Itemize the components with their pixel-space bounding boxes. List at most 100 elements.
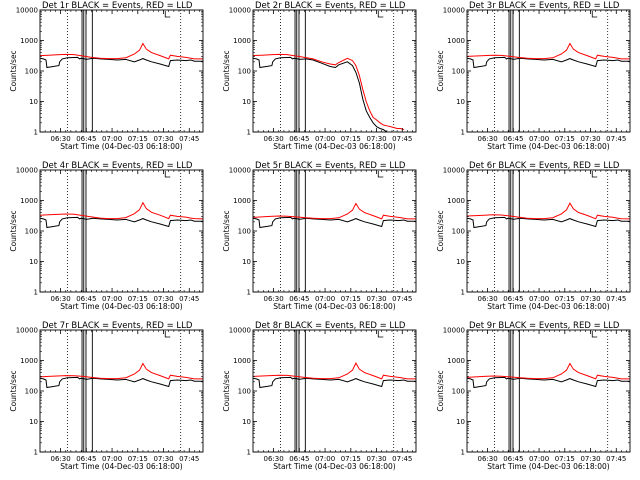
x-axis-label: Start Time (04-Dec-03 06:18:00) [487, 302, 609, 311]
y-tick-label: 10000 [443, 327, 465, 335]
detector-panel-8: Det 8r BLACK = Events, RED = LLD 1 10 100 10… [222, 321, 417, 471]
detector-panel-1: Det 1r BLACK = Events, RED = LLD 1 10 100 10… [9, 1, 204, 151]
panel-title: Det 2r BLACK = Events, RED = LLD [255, 1, 406, 11]
x-tick-label: 07:15 [128, 455, 148, 463]
x-axis-label: Start Time (04-Dec-03 06:18:00) [60, 462, 182, 471]
y-axis-label: Counts/sec [222, 370, 231, 411]
x-tick-label: 06:30 [50, 295, 70, 303]
x-tick-label: 07:00 [315, 135, 335, 143]
axes-frame [39, 169, 204, 293]
y-tick-label: 100 [238, 228, 251, 236]
x-tick-label: 06:30 [50, 455, 70, 463]
events-series-line [253, 216, 416, 229]
y-tick-label: 10 [456, 98, 465, 106]
x-tick-label: 06:30 [477, 135, 497, 143]
y-tick-label: 10000 [16, 327, 38, 335]
y-tick-label: 1000 [447, 357, 465, 365]
x-axis-label: Start Time (04-Dec-03 06:18:00) [487, 142, 609, 151]
x-tick-label: 07:30 [580, 295, 600, 303]
x-tick-label: 07:15 [555, 295, 575, 303]
y-tick-label: 1 [461, 129, 465, 137]
legend-mark [591, 11, 598, 18]
x-tick-label: 06:30 [50, 135, 70, 143]
detector-panel-5: Det 5r BLACK = Events, RED = LLD 1 10 100 10… [222, 161, 417, 311]
y-tick-label: 1000 [233, 197, 251, 205]
axes-frame [252, 9, 417, 133]
x-axis-label: Start Time (04-Dec-03 06:18:00) [60, 302, 182, 311]
y-tick-label: 1 [34, 129, 38, 137]
y-tick-label: 10 [29, 98, 38, 106]
y-tick-label: 1 [247, 289, 251, 297]
y-axis-label: Counts/sec [9, 210, 18, 251]
x-tick-label: 07:00 [102, 295, 122, 303]
y-tick-label: 10000 [16, 7, 38, 15]
x-tick-label: 07:15 [341, 455, 361, 463]
y-tick-label: 1000 [20, 197, 38, 205]
x-tick-label: 06:45 [76, 135, 96, 143]
y-tick-label: 1000 [447, 197, 465, 205]
y-tick-label: 1000 [20, 357, 38, 365]
lld-series-line [253, 53, 405, 131]
x-axis-label: Start Time (04-Dec-03 06:18:00) [60, 142, 182, 151]
x-tick-label: 06:30 [477, 295, 497, 303]
detector-panel-3: Det 3r BLACK = Events, RED = LLD 1 10 100 10… [436, 1, 631, 151]
legend-mark [164, 171, 171, 178]
plot-area [40, 170, 203, 292]
x-tick-label: 07:45 [179, 295, 199, 303]
x-tick-label: 06:45 [289, 295, 309, 303]
x-tick-label: 07:30 [580, 135, 600, 143]
y-axis-label: Counts/sec [436, 370, 445, 411]
y-axis-label: Counts/sec [436, 50, 445, 91]
y-axis-label: Counts/sec [9, 370, 18, 411]
x-tick-label: 07:15 [341, 135, 361, 143]
x-tick-label: 07:30 [153, 135, 173, 143]
x-tick-label: 06:45 [289, 135, 309, 143]
lld-series-line [467, 362, 630, 380]
x-tick-label: 07:45 [606, 295, 626, 303]
detector-panel-2: Det 2r BLACK = Events, RED = LLD 1 10 100 10… [222, 1, 417, 151]
x-tick-label: 07:15 [555, 455, 575, 463]
events-series-line [40, 56, 203, 69]
y-tick-label: 100 [452, 68, 465, 76]
panel-title: Det 1r BLACK = Events, RED = LLD [42, 1, 193, 11]
y-tick-label: 100 [452, 388, 465, 396]
x-tick-label: 07:30 [366, 295, 386, 303]
plot-area [253, 10, 405, 132]
x-tick-label: 07:45 [392, 295, 412, 303]
legend-mark [164, 11, 171, 18]
detector-panel-9: Det 9r BLACK = Events, RED = LLD 1 10 100 10… [436, 321, 631, 471]
y-tick-label: 1000 [447, 37, 465, 45]
y-axis-label: Counts/sec [222, 210, 231, 251]
y-tick-label: 1 [247, 129, 251, 137]
legend-mark [377, 171, 384, 178]
axes-frame [39, 9, 204, 133]
y-tick-label: 10 [456, 418, 465, 426]
axes-frame [39, 329, 204, 453]
lld-series-line [467, 42, 630, 60]
detector-panel-6: Det 6r BLACK = Events, RED = LLD 1 10 100 10… [436, 161, 631, 311]
x-axis-label: Start Time (04-Dec-03 06:18:00) [273, 142, 395, 151]
x-tick-label: 07:15 [128, 295, 148, 303]
x-tick-label: 06:45 [76, 455, 96, 463]
x-tick-label: 06:45 [289, 455, 309, 463]
lld-series-line [253, 202, 416, 220]
x-tick-label: 06:45 [503, 455, 523, 463]
x-axis-label: Start Time (04-Dec-03 06:18:00) [273, 462, 395, 471]
x-tick-label: 07:45 [392, 455, 412, 463]
x-tick-label: 07:00 [315, 295, 335, 303]
x-tick-label: 07:00 [529, 295, 549, 303]
y-tick-label: 10 [29, 418, 38, 426]
y-tick-label: 10000 [229, 327, 251, 335]
x-tick-label: 06:30 [263, 295, 283, 303]
y-tick-label: 100 [25, 388, 38, 396]
x-tick-label: 06:45 [503, 295, 523, 303]
y-tick-label: 100 [452, 228, 465, 236]
y-tick-label: 10 [242, 418, 251, 426]
plot-area [467, 330, 630, 452]
plot-area [253, 170, 416, 292]
x-tick-label: 07:00 [529, 135, 549, 143]
events-series-line [253, 376, 416, 389]
legend-mark [164, 331, 171, 338]
y-tick-label: 10 [242, 258, 251, 266]
